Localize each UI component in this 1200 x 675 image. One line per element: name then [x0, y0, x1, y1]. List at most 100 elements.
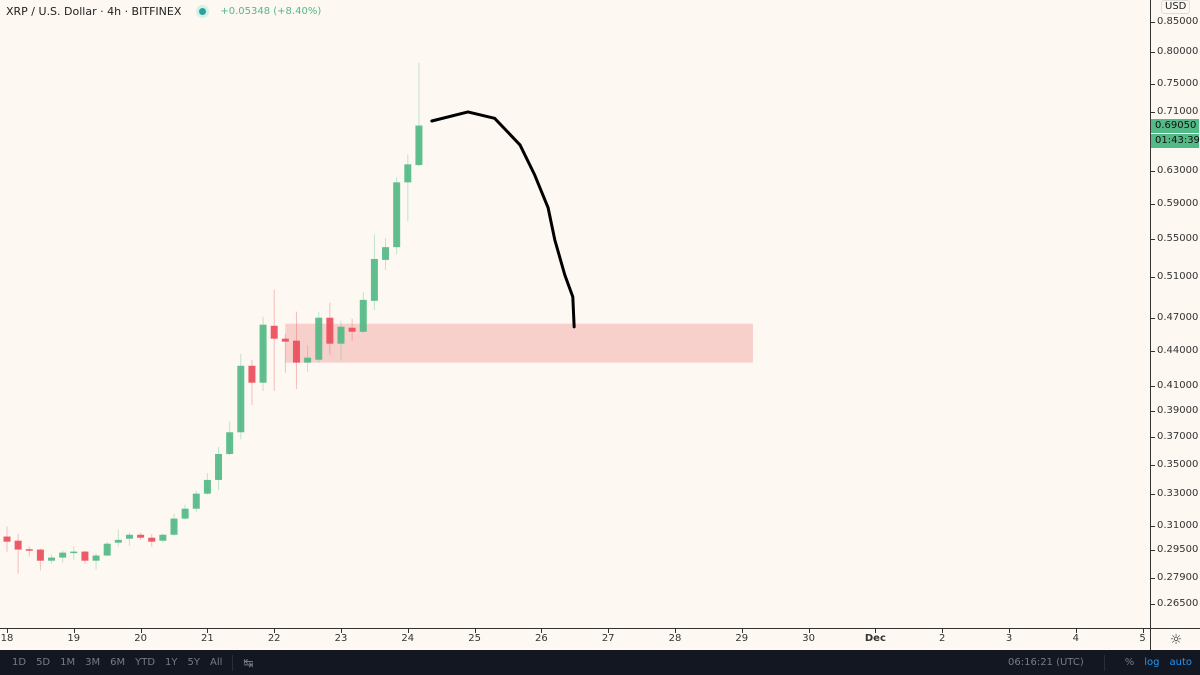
- time-tick: [675, 629, 676, 633]
- candle-up: [59, 552, 67, 558]
- price-tick-label: 0.63000: [1157, 165, 1199, 177]
- range-button-1m[interactable]: 1M: [60, 657, 76, 668]
- time-tick-label: 20: [134, 633, 147, 644]
- time-tick: [1142, 629, 1144, 633]
- percent-toggle[interactable]: %: [1124, 657, 1135, 668]
- time-tick: [741, 629, 743, 633]
- price-tick: [1151, 603, 1155, 605]
- range-button-1d[interactable]: 1D: [12, 657, 27, 668]
- price-tick-label: 0.37000: [1157, 431, 1199, 443]
- time-tick: [341, 629, 342, 633]
- price-tick: [1151, 171, 1155, 173]
- time-tick: [7, 629, 8, 633]
- bottom-toolbar: 1D 5D 1M 3M 6M YTD 1Y 5Y All ↹ 06:16:21 (UTC) % …: [0, 650, 1200, 675]
- time-tick-label: 23: [334, 633, 348, 644]
- time-tick: [541, 629, 543, 633]
- range-button-1y[interactable]: 1Y: [165, 657, 178, 668]
- candle-up: [192, 493, 200, 509]
- candle-down: [326, 317, 334, 344]
- candle-up: [125, 534, 133, 539]
- price-tick-label: 0.27900: [1157, 572, 1199, 584]
- price-tick: [1151, 21, 1155, 23]
- price-tick-label: 0.59000: [1157, 198, 1199, 210]
- bar-countdown-label: 01:43:39: [1151, 133, 1200, 148]
- time-tick-label: 29: [735, 633, 749, 644]
- price-tick-label: 0.80000: [1157, 46, 1199, 57]
- candle-down: [292, 340, 300, 363]
- auto-toggle[interactable]: auto: [1169, 657, 1192, 668]
- gear-icon: ☼: [1169, 632, 1183, 648]
- candle-up: [48, 557, 56, 561]
- candle-up: [404, 164, 412, 183]
- price-tick: [1151, 317, 1155, 319]
- candle-up: [393, 182, 401, 248]
- candle-up: [114, 539, 122, 543]
- price-change: +0.05348 (+8.40%): [220, 6, 322, 17]
- candle-down: [148, 537, 156, 542]
- range-button-all[interactable]: All: [210, 657, 223, 668]
- candle-up: [259, 324, 267, 383]
- time-tick-label: 25: [468, 633, 481, 644]
- time-tick-label: 22: [267, 633, 281, 644]
- candle-down: [348, 327, 356, 332]
- time-tick-label: 19: [67, 633, 81, 644]
- price-tick-label: 0.47000: [1157, 311, 1199, 323]
- candle-up: [359, 299, 367, 332]
- price-tick: [1151, 578, 1155, 580]
- time-tick-label: 26: [535, 633, 548, 644]
- price-tick: [1151, 111, 1155, 113]
- time-tick: [808, 629, 810, 633]
- time-tick-label: 21: [201, 633, 214, 644]
- price-tick-label: 0.33000: [1157, 488, 1199, 500]
- market-open-dot-icon: [199, 8, 207, 15]
- candle-up: [415, 125, 423, 166]
- candle-up: [237, 365, 245, 433]
- price-tick-label: 0.29500: [1157, 544, 1199, 556]
- price-tick-label: 0.51000: [1157, 270, 1199, 282]
- range-button-ytd[interactable]: YTD: [135, 657, 156, 668]
- time-axis[interactable]: 18 19 20 21 22 23 24 25 26 27 28 29 30 Dec 2 3 4 5: [0, 628, 1150, 651]
- range-button-5y[interactable]: 5Y: [187, 657, 201, 668]
- range-button-5d[interactable]: 5D: [36, 657, 51, 668]
- price-tick-label: 0.39000: [1157, 404, 1199, 416]
- candle-up: [70, 551, 78, 554]
- calendar-goto-icon[interactable]: ↹: [243, 655, 254, 670]
- log-toggle[interactable]: log: [1144, 657, 1160, 668]
- candle-up: [370, 258, 378, 301]
- price-axis[interactable]: 0.85000 0.80000 0.75000 0.71000 0.63000 0.590…: [1150, 0, 1200, 628]
- time-tick: [1075, 629, 1077, 633]
- time-tick-label: 27: [601, 633, 615, 644]
- time-tick: [875, 629, 877, 633]
- chart-settings-button[interactable]: ☼: [1150, 628, 1200, 651]
- candle-up: [92, 555, 100, 561]
- price-tick-label: 0.26500: [1157, 597, 1199, 609]
- hand-drawn-projection-curve[interactable]: [430, 110, 576, 329]
- time-tick: [140, 629, 142, 633]
- candle-down: [137, 534, 145, 538]
- time-tick-label: 30: [802, 633, 815, 644]
- time-tick-label: 24: [401, 633, 415, 644]
- candle-down: [14, 540, 22, 550]
- price-tick-label: 0.75000: [1157, 78, 1199, 90]
- price-tick: [1151, 239, 1155, 241]
- chart-pane[interactable]: XRP / U.S. Dollar · 4h · BITFINEX +0.053…: [0, 0, 1150, 628]
- range-button-6m[interactable]: 6M: [110, 657, 126, 668]
- time-tick: [274, 629, 276, 633]
- time-tick-label: 28: [668, 633, 682, 644]
- time-tick-label: Dec: [864, 633, 886, 644]
- symbol-title[interactable]: XRP / U.S. Dollar · 4h · BITFINEX: [6, 5, 182, 18]
- range-button-3m[interactable]: 3M: [85, 657, 101, 668]
- price-tick-label: 0.85000: [1157, 15, 1199, 27]
- candle-down: [25, 549, 33, 551]
- price-tick: [1151, 437, 1155, 439]
- price-tick: [1151, 276, 1155, 278]
- price-tick-label: 0.55000: [1157, 233, 1199, 245]
- divider: [232, 654, 234, 671]
- price-tick: [1151, 410, 1155, 412]
- price-tick-label: 0.44000: [1157, 344, 1199, 356]
- utc-clock[interactable]: 06:16:21 (UTC): [1008, 657, 1084, 668]
- candle-down: [36, 549, 44, 561]
- candlestick-plot[interactable]: [0, 0, 1150, 628]
- currency-button[interactable]: USD: [1161, 0, 1191, 14]
- candle-up: [159, 534, 167, 541]
